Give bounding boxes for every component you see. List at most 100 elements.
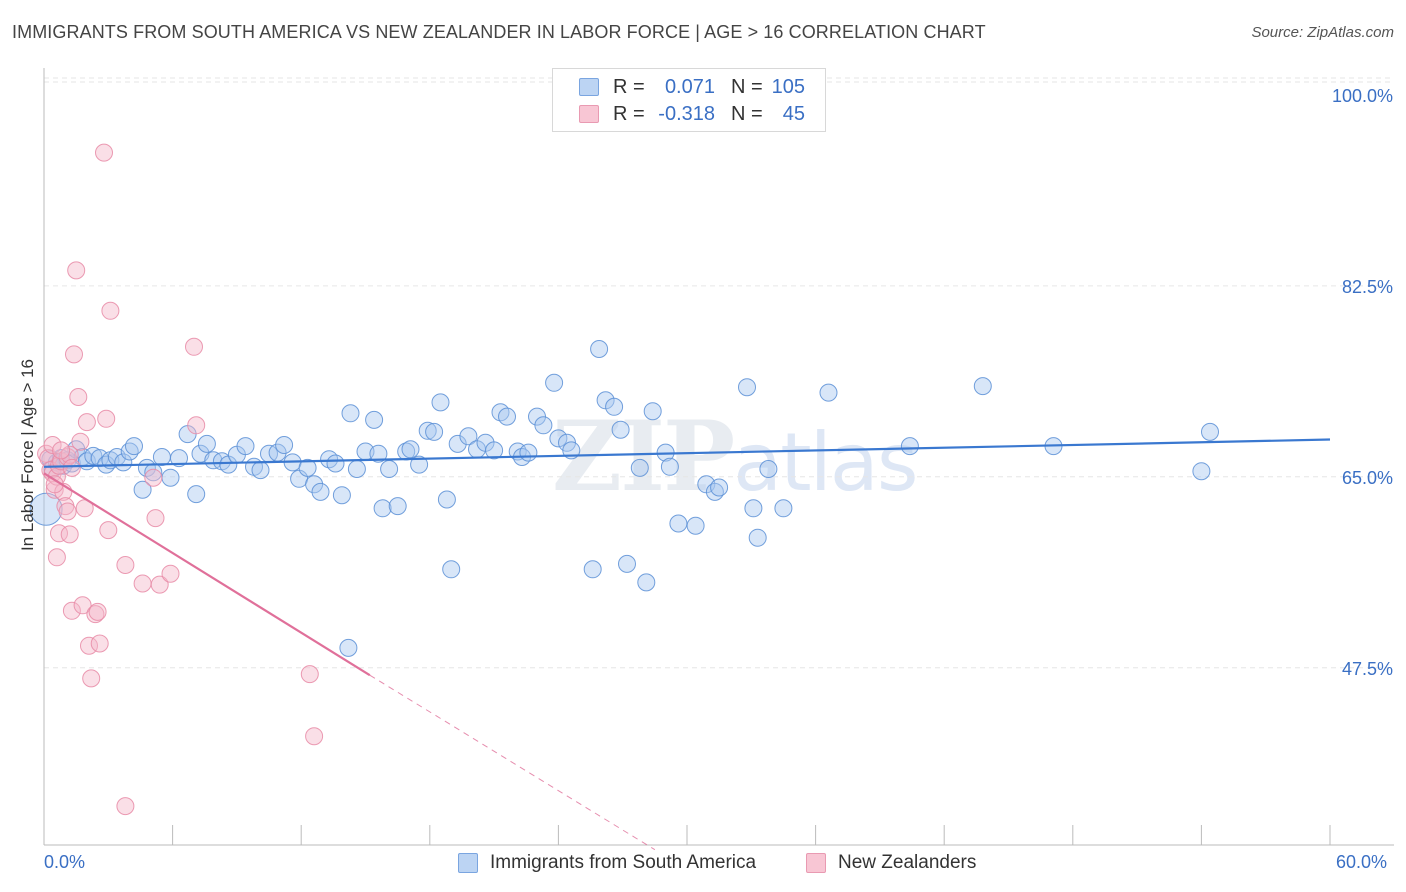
point-south-america bbox=[534, 416, 553, 435]
point-south-america bbox=[900, 437, 919, 456]
x-tick-min: 0.0% bbox=[44, 852, 86, 872]
point-south-america bbox=[311, 482, 330, 501]
point-new-zealanders bbox=[305, 727, 324, 746]
point-south-america bbox=[660, 457, 679, 476]
point-new-zealanders bbox=[80, 636, 98, 655]
point-south-america bbox=[347, 460, 366, 478]
legend-item-south-america[interactable]: Immigrants from South America bbox=[458, 852, 756, 874]
point-new-zealanders bbox=[60, 445, 79, 464]
point-new-zealanders bbox=[67, 261, 86, 280]
point-south-america bbox=[738, 378, 756, 397]
point-new-zealanders bbox=[146, 509, 165, 528]
point-south-america bbox=[1192, 462, 1211, 481]
trend-line-new-zealanders bbox=[43, 472, 371, 677]
point-south-america bbox=[170, 449, 188, 468]
point-south-america bbox=[686, 516, 705, 535]
point-new-zealanders bbox=[150, 575, 169, 594]
legend-series-name: Immigrants from South America bbox=[490, 852, 757, 873]
point-south-america bbox=[152, 448, 171, 466]
point-south-america bbox=[341, 404, 360, 423]
point-south-america bbox=[459, 427, 478, 446]
x-tick-max: 60.0% bbox=[1336, 852, 1388, 872]
point-south-america bbox=[114, 453, 133, 472]
y-tick-label: 47.5% bbox=[1341, 658, 1393, 679]
point-south-america bbox=[611, 420, 630, 439]
point-new-zealanders bbox=[116, 556, 135, 574]
point-south-america bbox=[369, 444, 388, 463]
point-new-zealanders bbox=[60, 525, 79, 544]
point-south-america bbox=[410, 455, 429, 474]
point-new-zealanders bbox=[187, 416, 206, 435]
point-new-zealanders bbox=[47, 548, 66, 567]
legend-swatch-blue bbox=[458, 853, 478, 873]
legend-n-value: 105 bbox=[771, 75, 805, 98]
point-south-america bbox=[583, 560, 602, 579]
axes bbox=[43, 68, 1394, 846]
point-south-america bbox=[973, 377, 992, 396]
watermark-zip: ZIP bbox=[552, 400, 735, 513]
point-south-america bbox=[275, 436, 294, 454]
legend-swatch-blue bbox=[579, 78, 599, 96]
point-new-zealanders bbox=[161, 564, 180, 583]
point-new-zealanders bbox=[58, 502, 77, 521]
correlation-legend: R = 0.071 N = 105 R = -0.318 N = 45 bbox=[552, 68, 826, 132]
point-south-america bbox=[437, 490, 456, 509]
point-south-america bbox=[448, 434, 467, 453]
point-south-america bbox=[251, 461, 270, 480]
point-south-america bbox=[519, 443, 538, 462]
point-south-america bbox=[236, 437, 255, 456]
point-south-america bbox=[365, 410, 384, 429]
series-immigrants-south-america bbox=[29, 340, 1219, 657]
point-south-america bbox=[498, 407, 516, 426]
point-new-zealanders bbox=[69, 388, 88, 406]
point-south-america bbox=[425, 422, 444, 441]
point-new-zealanders bbox=[43, 436, 62, 454]
point-south-america bbox=[133, 480, 152, 499]
y-tick-label: 100.0% bbox=[1331, 86, 1393, 106]
point-new-zealanders bbox=[90, 634, 109, 653]
point-south-america bbox=[305, 475, 324, 494]
source-label: Source: ZipAtlas.com bbox=[1251, 24, 1394, 41]
point-south-america bbox=[1201, 422, 1219, 441]
point-new-zealanders bbox=[86, 605, 105, 624]
legend-r-value: -0.318 bbox=[658, 102, 715, 125]
legend-n-label: N = bbox=[731, 75, 763, 98]
point-south-america bbox=[418, 421, 437, 440]
point-south-america bbox=[748, 528, 767, 547]
point-south-america bbox=[630, 458, 649, 477]
legend-item-new-zealanders[interactable]: New Zealanders bbox=[806, 852, 976, 874]
point-south-america bbox=[669, 514, 688, 533]
point-new-zealanders bbox=[99, 521, 118, 540]
legend-row-pink: R = -0.318 N = 45 bbox=[579, 101, 805, 127]
point-south-america bbox=[774, 499, 793, 518]
point-new-zealanders bbox=[97, 409, 116, 428]
legend-r-value: 0.071 bbox=[664, 75, 715, 98]
point-south-america bbox=[744, 499, 763, 518]
point-south-america bbox=[125, 437, 143, 456]
point-new-zealanders bbox=[88, 602, 107, 621]
point-new-zealanders bbox=[82, 669, 101, 688]
y-axis-label: In Labor Force | Age > 16 bbox=[18, 358, 37, 552]
legend-r-label: R = bbox=[613, 75, 645, 98]
point-south-america bbox=[187, 485, 206, 504]
point-new-zealanders bbox=[185, 337, 203, 356]
trend-line-new-zealanders-extension bbox=[369, 674, 656, 851]
trend-line-south-america bbox=[43, 438, 1331, 468]
point-south-america bbox=[618, 554, 636, 573]
trend-lines bbox=[43, 438, 1331, 851]
point-south-america bbox=[401, 440, 420, 459]
grid-lines bbox=[44, 77, 1394, 669]
point-south-america bbox=[637, 573, 656, 592]
point-south-america bbox=[605, 397, 624, 416]
legend-swatch-pink bbox=[806, 853, 826, 873]
point-new-zealanders bbox=[62, 601, 81, 620]
point-south-america bbox=[549, 429, 568, 448]
point-south-america bbox=[339, 638, 358, 657]
point-new-zealanders bbox=[65, 345, 83, 364]
legend-row-blue: R = 0.071 N = 105 bbox=[579, 74, 805, 100]
point-south-america bbox=[332, 486, 351, 505]
series-new-zealanders bbox=[37, 143, 324, 816]
point-south-america bbox=[431, 393, 450, 412]
point-new-zealanders bbox=[144, 468, 163, 487]
point-south-america bbox=[759, 460, 778, 478]
